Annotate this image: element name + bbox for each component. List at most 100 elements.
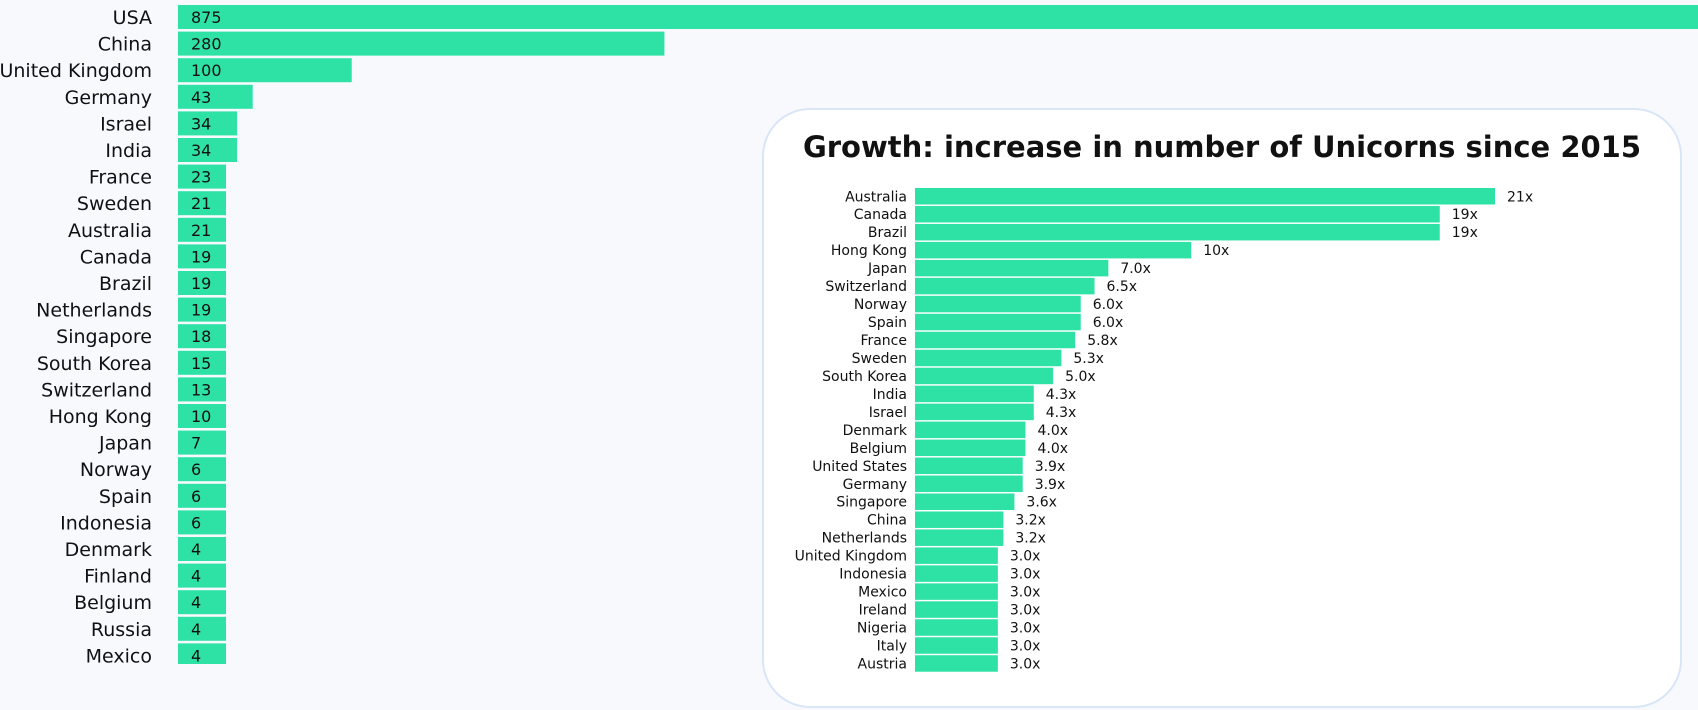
growth-category-label: Brazil [868, 225, 907, 241]
bar [178, 590, 226, 614]
bar [178, 643, 226, 664]
category-label: Mexico [86, 645, 152, 664]
growth-bar [915, 422, 1025, 439]
value-label: 280 [191, 35, 222, 54]
growth-value-label: 3.0x [1010, 656, 1041, 672]
growth-category-label: Austria [858, 656, 907, 672]
growth-value-label: 4.3x [1046, 387, 1077, 403]
growth-bar [915, 260, 1108, 277]
category-label: Israel [100, 113, 152, 135]
growth-bar [915, 476, 1023, 493]
growth-category-label: South Korea [822, 369, 907, 385]
growth-category-label: Spain [868, 315, 907, 331]
growth-bar [915, 278, 1095, 295]
growth-bar [915, 188, 1495, 205]
bar [178, 510, 226, 534]
value-label: 13 [191, 380, 211, 399]
growth-bar [915, 637, 998, 654]
category-label: Japan [98, 433, 152, 455]
value-label: 6 [191, 460, 201, 479]
growth-bar [915, 583, 998, 600]
growth-bar [915, 296, 1081, 313]
growth-category-label: United Kingdom [795, 549, 907, 565]
value-label: 15 [191, 354, 211, 373]
bar [178, 484, 226, 508]
growth-bar [915, 619, 998, 636]
growth-value-label: 5.3x [1073, 351, 1104, 367]
growth-value-label: 3.2x [1015, 531, 1046, 547]
growth-value-label: 3.0x [1010, 549, 1041, 565]
value-label: 43 [191, 88, 211, 107]
growth-category-label: Nigeria [857, 621, 907, 637]
growth-bar [915, 458, 1023, 475]
growth-category-label: Sweden [852, 351, 907, 367]
growth-value-label: 4.3x [1046, 405, 1077, 421]
category-label: Belgium [74, 592, 152, 614]
value-label: 875 [191, 8, 222, 27]
growth-category-label: Indonesia [839, 567, 907, 583]
growth-bar [915, 350, 1061, 367]
growth-category-label: Denmark [843, 423, 908, 439]
bar [178, 85, 253, 109]
category-label: France [89, 167, 152, 189]
category-label: Sweden [77, 193, 152, 215]
growth-value-label: 3.2x [1015, 513, 1046, 529]
growth-category-label: Belgium [850, 441, 907, 457]
growth-category-label: Italy [877, 639, 907, 655]
growth-panel: Growth: increase in number of Unicorns s… [762, 108, 1682, 708]
bar [178, 537, 226, 561]
growth-value-label: 4.0x [1037, 441, 1068, 457]
category-label: United Kingdom [0, 60, 152, 82]
value-label: 34 [191, 141, 211, 160]
growth-value-label: 5.8x [1087, 333, 1118, 349]
category-label: Germany [65, 87, 152, 109]
growth-bar [915, 386, 1034, 403]
category-label: Denmark [65, 539, 152, 561]
growth-value-label: 10x [1203, 243, 1229, 259]
growth-bar [915, 206, 1440, 223]
category-label: Hong Kong [49, 406, 152, 428]
value-label: 19 [191, 247, 211, 266]
growth-bar [915, 511, 1003, 527]
value-label: 18 [191, 327, 211, 346]
value-label: 7 [191, 434, 201, 453]
value-label: 19 [191, 301, 211, 320]
value-label: 100 [191, 61, 222, 80]
growth-bar [915, 332, 1075, 349]
growth-bar [915, 565, 998, 582]
growth-bar [915, 529, 1003, 546]
growth-category-label: Japan [867, 261, 907, 277]
growth-bar [915, 601, 998, 618]
growth-value-label: 3.0x [1010, 567, 1041, 583]
growth-category-label: Germany [843, 477, 907, 493]
growth-category-label: India [873, 387, 907, 403]
growth-value-label: 6.5x [1107, 279, 1138, 295]
category-label: Spain [99, 486, 152, 508]
growth-value-label: 6.0x [1093, 315, 1124, 331]
growth-category-label: Norway [854, 297, 907, 313]
growth-value-label: 3.9x [1035, 459, 1066, 475]
growth-value-label: 3.0x [1010, 603, 1041, 619]
growth-bar [915, 655, 998, 672]
value-label: 6 [191, 513, 201, 532]
growth-category-label: Israel [869, 405, 907, 421]
category-label: Finland [84, 566, 152, 588]
growth-category-label: China [867, 513, 907, 529]
category-label: Canada [80, 246, 152, 268]
bar [178, 32, 664, 56]
growth-bar [915, 314, 1081, 331]
growth-category-label: Canada [854, 207, 907, 223]
growth-category-label: Switzerland [825, 279, 907, 295]
growth-value-label: 19x [1452, 207, 1478, 223]
bar [178, 564, 226, 588]
value-label: 23 [191, 168, 211, 187]
category-label: USA [113, 7, 152, 29]
value-label: 10 [191, 407, 211, 426]
growth-value-label: 19x [1452, 225, 1478, 241]
growth-value-label: 3.0x [1010, 621, 1041, 637]
growth-bar [915, 547, 998, 564]
growth-category-label: United States [812, 459, 907, 475]
bar [178, 431, 226, 455]
growth-bar [915, 440, 1025, 457]
growth-value-label: 3.9x [1035, 477, 1066, 493]
